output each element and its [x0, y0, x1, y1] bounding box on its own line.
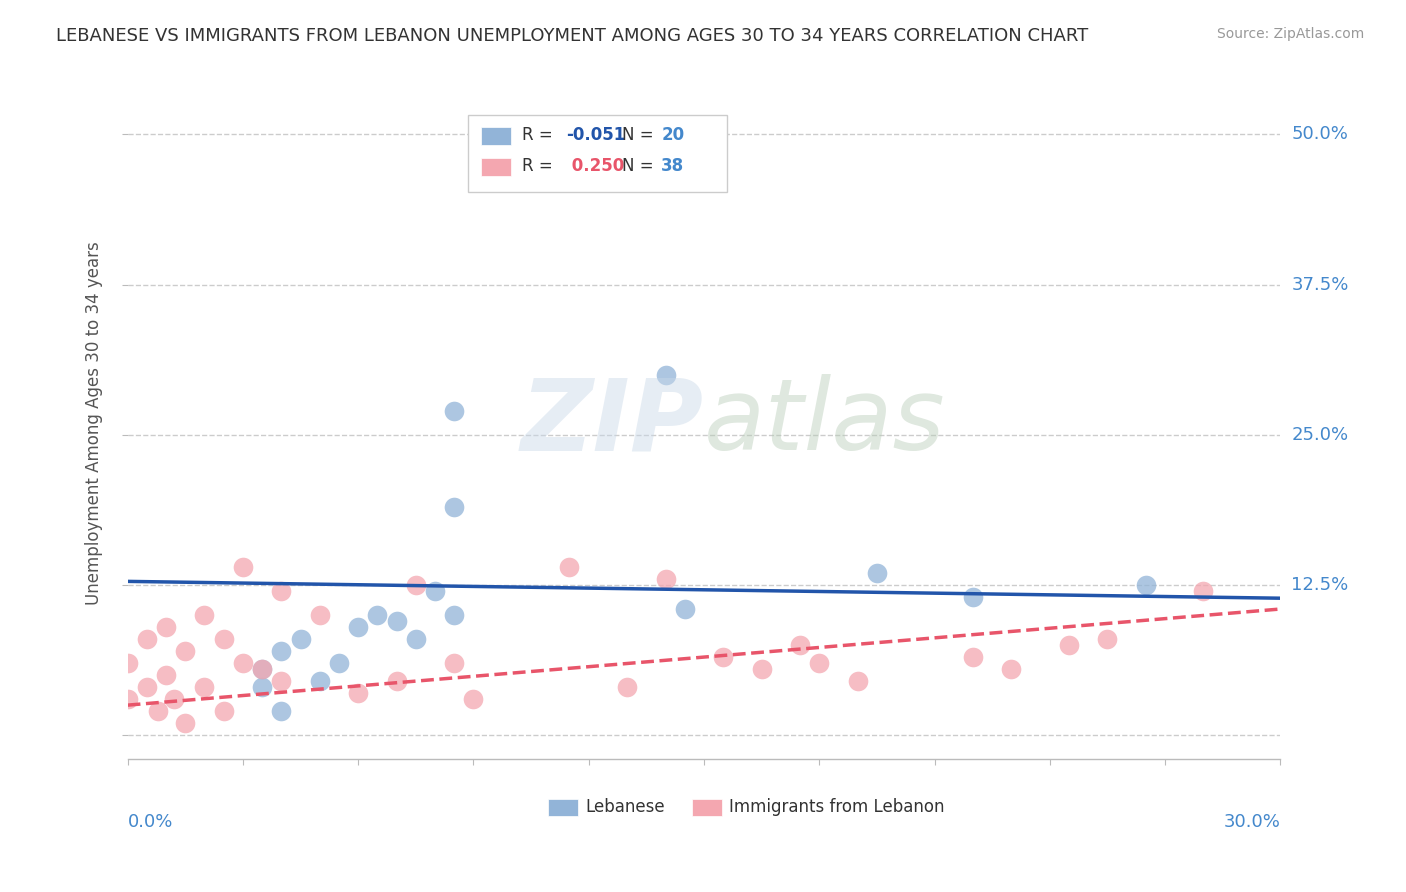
Point: [405, 632, 427, 646]
Text: 12.5%: 12.5%: [1292, 576, 1348, 594]
Text: ZIP: ZIP: [522, 375, 704, 471]
Point: [270, 704, 292, 718]
Point: [443, 607, 465, 622]
Text: -0.051: -0.051: [565, 127, 624, 145]
Point: [1057, 638, 1080, 652]
Text: 38: 38: [661, 157, 685, 176]
Text: Immigrants from Lebanon: Immigrants from Lebanon: [730, 798, 945, 816]
Point: [174, 644, 197, 658]
Point: [148, 704, 170, 718]
Point: [232, 656, 254, 670]
Text: R =: R =: [522, 157, 558, 176]
Text: 30.0%: 30.0%: [1223, 814, 1281, 831]
FancyBboxPatch shape: [692, 799, 723, 816]
Point: [866, 566, 889, 580]
Y-axis label: Unemployment Among Ages 30 to 34 years: Unemployment Among Ages 30 to 34 years: [86, 241, 103, 605]
Point: [155, 620, 177, 634]
Point: [463, 692, 485, 706]
Point: [212, 704, 235, 718]
FancyBboxPatch shape: [481, 159, 512, 176]
Point: [654, 572, 676, 586]
Text: N =: N =: [621, 157, 659, 176]
Point: [250, 680, 273, 694]
Point: [443, 404, 465, 418]
Point: [250, 662, 273, 676]
Point: [673, 602, 696, 616]
Point: [232, 560, 254, 574]
Point: [443, 656, 465, 670]
Point: [808, 656, 831, 670]
Point: [117, 692, 139, 706]
Point: [250, 662, 273, 676]
Point: [117, 656, 139, 670]
Point: [654, 368, 676, 382]
Point: [270, 674, 292, 689]
Text: N =: N =: [621, 127, 659, 145]
Point: [212, 632, 235, 646]
Text: 37.5%: 37.5%: [1292, 276, 1348, 293]
Point: [270, 644, 292, 658]
Point: [308, 607, 330, 622]
Point: [270, 584, 292, 599]
Point: [846, 674, 869, 689]
Text: LEBANESE VS IMMIGRANTS FROM LEBANON UNEMPLOYMENT AMONG AGES 30 TO 34 YEARS CORRE: LEBANESE VS IMMIGRANTS FROM LEBANON UNEM…: [56, 27, 1088, 45]
FancyBboxPatch shape: [468, 114, 727, 192]
Point: [347, 686, 370, 700]
Point: [1000, 662, 1022, 676]
Point: [962, 590, 984, 604]
Point: [366, 607, 388, 622]
Point: [423, 584, 446, 599]
Point: [174, 716, 197, 731]
FancyBboxPatch shape: [481, 128, 512, 145]
FancyBboxPatch shape: [548, 799, 578, 816]
Point: [711, 650, 734, 665]
Text: 0.0%: 0.0%: [128, 814, 173, 831]
Text: R =: R =: [522, 127, 558, 145]
Text: atlas: atlas: [704, 375, 946, 471]
Point: [1135, 578, 1157, 592]
Point: [443, 500, 465, 514]
Point: [385, 614, 408, 628]
Point: [328, 656, 350, 670]
Point: [405, 578, 427, 592]
Point: [789, 638, 811, 652]
Text: 0.250: 0.250: [565, 157, 624, 176]
Point: [751, 662, 773, 676]
Point: [558, 560, 581, 574]
Point: [1097, 632, 1119, 646]
Point: [1192, 584, 1215, 599]
Point: [135, 680, 157, 694]
Text: Source: ZipAtlas.com: Source: ZipAtlas.com: [1216, 27, 1364, 41]
Point: [290, 632, 312, 646]
Point: [308, 674, 330, 689]
Text: 25.0%: 25.0%: [1292, 425, 1348, 444]
Point: [135, 632, 157, 646]
Point: [163, 692, 186, 706]
Text: Lebanese: Lebanese: [585, 798, 665, 816]
Text: 50.0%: 50.0%: [1292, 126, 1348, 144]
Point: [385, 674, 408, 689]
Point: [347, 620, 370, 634]
Text: 20: 20: [661, 127, 685, 145]
Point: [616, 680, 638, 694]
Point: [193, 607, 215, 622]
Point: [962, 650, 984, 665]
Point: [193, 680, 215, 694]
Point: [155, 668, 177, 682]
